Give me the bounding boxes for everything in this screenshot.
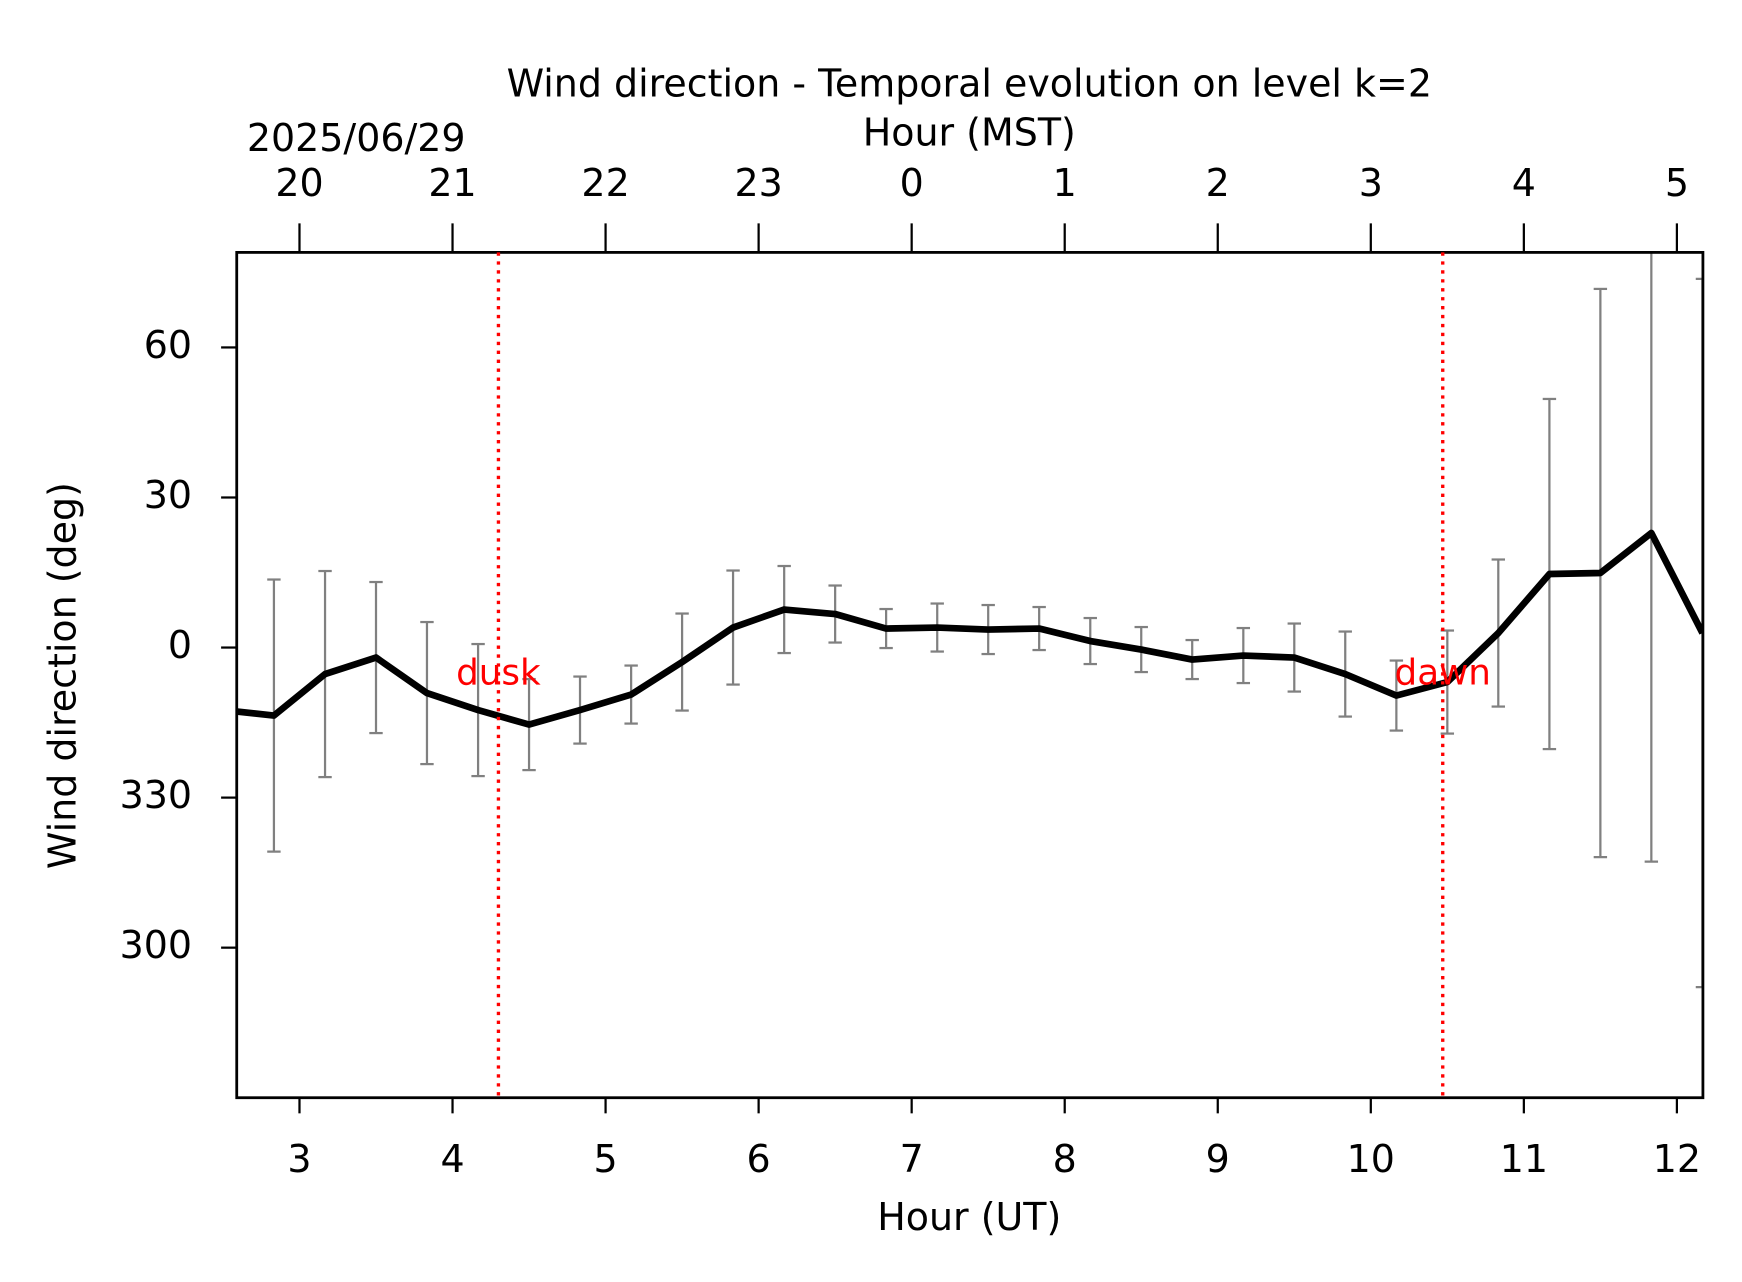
plot-area — [236, 252, 1703, 989]
x2-tick-label: 2 — [1206, 161, 1230, 205]
x2-tick-label: 0 — [900, 161, 924, 205]
data-line — [236, 529, 1703, 728]
annotation-label: dawn — [1395, 653, 1491, 694]
y-axis-label: Wind direction (deg) — [40, 482, 84, 869]
x2-tick-label: 1 — [1053, 161, 1077, 205]
x2-tick-label: 23 — [734, 161, 782, 205]
x-tick-label: 11 — [1500, 1137, 1548, 1181]
x2-tick-label: 20 — [275, 161, 323, 205]
y-tick-label: 30 — [144, 473, 192, 517]
plot-frame — [235, 251, 1705, 1100]
x-tick-label: 3 — [287, 1137, 311, 1181]
x-tick-label: 12 — [1653, 1137, 1701, 1181]
x2-tick-label: 4 — [1512, 161, 1536, 205]
x-tick-label: 10 — [1347, 1137, 1395, 1181]
x2-tick-label: 21 — [428, 161, 476, 205]
x-tick-label: 8 — [1053, 1137, 1077, 1181]
x2-tick-label: 3 — [1359, 161, 1383, 205]
x2-axis-label: Hour (MST) — [863, 111, 1076, 155]
y-tick-label: 330 — [120, 773, 192, 817]
y-tick-label: 0 — [168, 623, 192, 667]
x-tick-label: 9 — [1206, 1137, 1230, 1181]
x2-tick-label: 22 — [581, 161, 629, 205]
x2-tick-label: 5 — [1665, 161, 1689, 205]
date-label: 2025/06/29 — [247, 116, 466, 160]
chart-title: Wind direction - Temporal evolution on l… — [507, 62, 1432, 106]
y-tick-label: 60 — [144, 323, 192, 367]
x-tick-label: 7 — [900, 1137, 924, 1181]
x-tick-label: 6 — [747, 1137, 771, 1181]
y-tick-label: 300 — [120, 923, 192, 967]
x-tick-label: 4 — [440, 1137, 464, 1181]
x-tick-label: 5 — [593, 1137, 617, 1181]
x-axis-label: Hour (UT) — [877, 1195, 1061, 1239]
annotation-label: dusk — [456, 653, 541, 694]
